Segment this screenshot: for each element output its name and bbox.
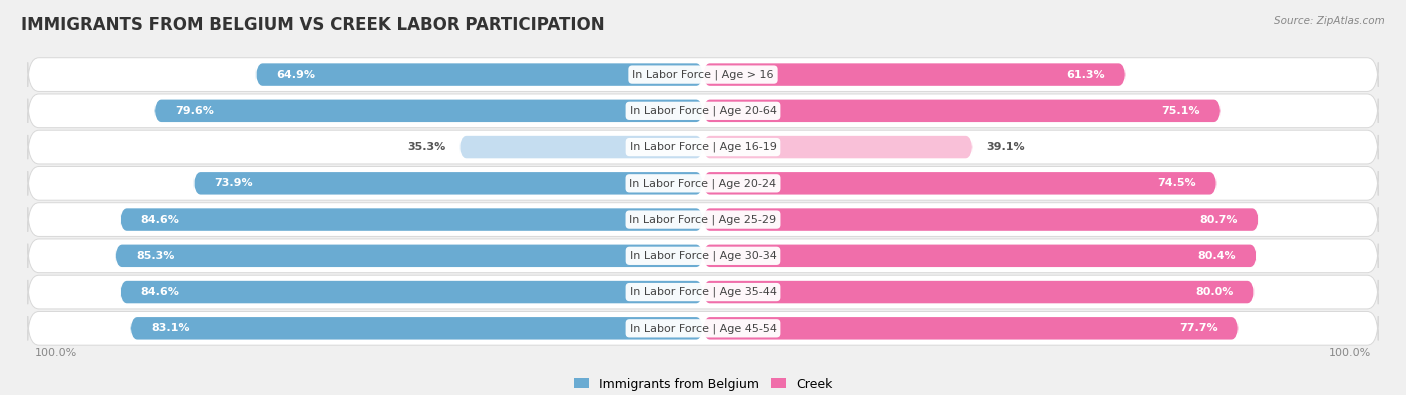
FancyBboxPatch shape: [131, 317, 703, 340]
Text: 39.1%: 39.1%: [986, 142, 1025, 152]
Text: 84.6%: 84.6%: [141, 214, 180, 225]
FancyBboxPatch shape: [703, 281, 1254, 303]
Text: IMMIGRANTS FROM BELGIUM VS CREEK LABOR PARTICIPATION: IMMIGRANTS FROM BELGIUM VS CREEK LABOR P…: [21, 16, 605, 34]
FancyBboxPatch shape: [28, 312, 1378, 345]
Text: 100.0%: 100.0%: [35, 348, 77, 358]
FancyBboxPatch shape: [703, 136, 973, 158]
Text: 100.0%: 100.0%: [1329, 348, 1371, 358]
Text: 80.4%: 80.4%: [1198, 251, 1236, 261]
Text: 80.0%: 80.0%: [1195, 287, 1233, 297]
FancyBboxPatch shape: [28, 94, 1378, 128]
FancyBboxPatch shape: [120, 281, 703, 303]
FancyBboxPatch shape: [256, 63, 703, 86]
Text: In Labor Force | Age 30-34: In Labor Force | Age 30-34: [630, 250, 776, 261]
Text: In Labor Force | Age 35-44: In Labor Force | Age 35-44: [630, 287, 776, 297]
Text: 84.6%: 84.6%: [141, 287, 180, 297]
FancyBboxPatch shape: [194, 172, 703, 195]
FancyBboxPatch shape: [155, 100, 703, 122]
Text: In Labor Force | Age 16-19: In Labor Force | Age 16-19: [630, 142, 776, 152]
Text: 73.9%: 73.9%: [215, 178, 253, 188]
Text: 80.7%: 80.7%: [1199, 214, 1239, 225]
FancyBboxPatch shape: [703, 208, 1258, 231]
Text: 61.3%: 61.3%: [1066, 70, 1105, 79]
Text: 74.5%: 74.5%: [1157, 178, 1195, 188]
FancyBboxPatch shape: [703, 317, 1239, 340]
FancyBboxPatch shape: [28, 58, 1378, 91]
Text: In Labor Force | Age > 16: In Labor Force | Age > 16: [633, 70, 773, 80]
Text: 85.3%: 85.3%: [136, 251, 174, 261]
Text: 75.1%: 75.1%: [1161, 106, 1199, 116]
FancyBboxPatch shape: [28, 203, 1378, 237]
Text: 64.9%: 64.9%: [277, 70, 315, 79]
Text: In Labor Force | Age 45-54: In Labor Force | Age 45-54: [630, 323, 776, 333]
FancyBboxPatch shape: [703, 245, 1257, 267]
FancyBboxPatch shape: [460, 136, 703, 158]
FancyBboxPatch shape: [120, 208, 703, 231]
FancyBboxPatch shape: [28, 239, 1378, 273]
FancyBboxPatch shape: [28, 166, 1378, 200]
Legend: Immigrants from Belgium, Creek: Immigrants from Belgium, Creek: [568, 372, 838, 395]
FancyBboxPatch shape: [28, 275, 1378, 309]
Text: Source: ZipAtlas.com: Source: ZipAtlas.com: [1274, 16, 1385, 26]
FancyBboxPatch shape: [28, 130, 1378, 164]
Text: 35.3%: 35.3%: [408, 142, 446, 152]
Text: 77.7%: 77.7%: [1180, 324, 1218, 333]
FancyBboxPatch shape: [703, 172, 1216, 195]
Text: 83.1%: 83.1%: [152, 324, 190, 333]
Text: In Labor Force | Age 20-24: In Labor Force | Age 20-24: [630, 178, 776, 188]
Text: In Labor Force | Age 20-64: In Labor Force | Age 20-64: [630, 105, 776, 116]
FancyBboxPatch shape: [703, 63, 1125, 86]
FancyBboxPatch shape: [115, 245, 703, 267]
Text: In Labor Force | Age 25-29: In Labor Force | Age 25-29: [630, 214, 776, 225]
FancyBboxPatch shape: [703, 100, 1220, 122]
Text: 79.6%: 79.6%: [176, 106, 214, 116]
